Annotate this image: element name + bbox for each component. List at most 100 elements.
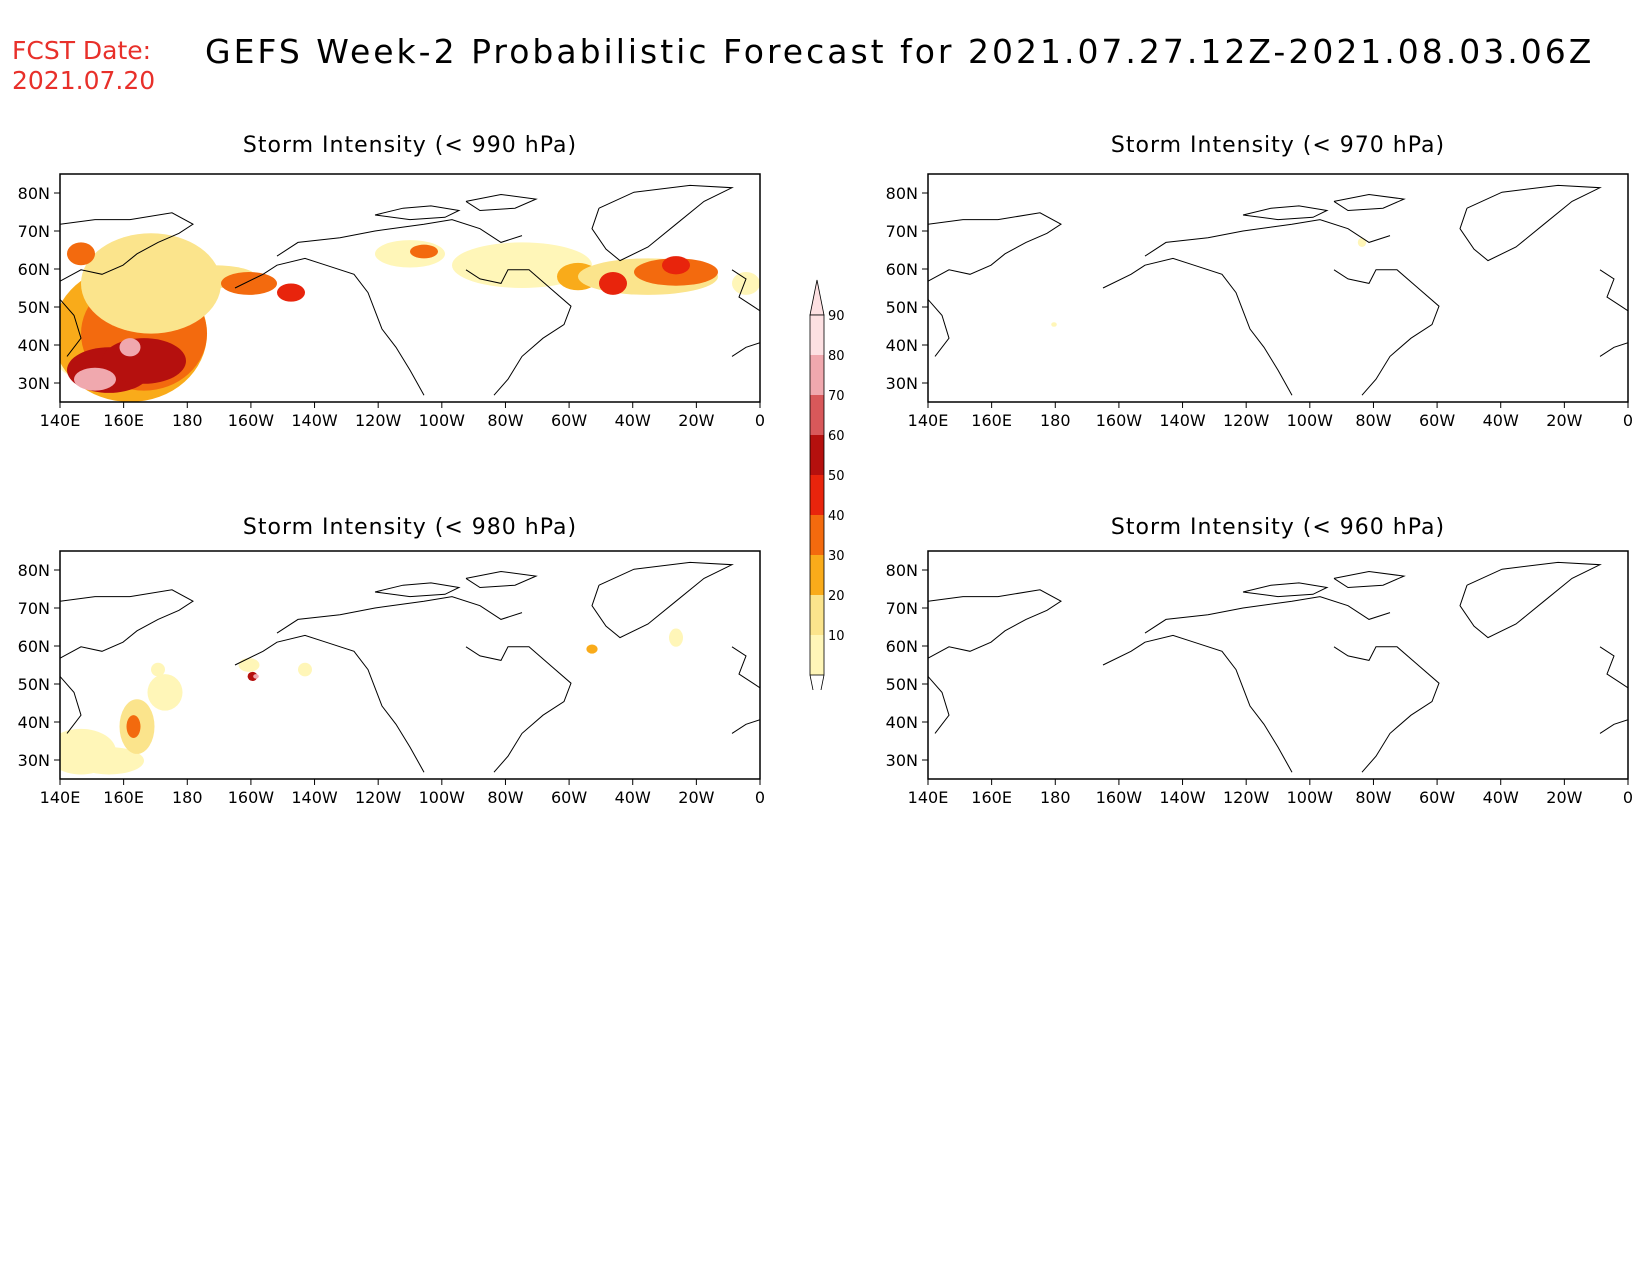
probability-area: [74, 747, 144, 775]
probability-area: [253, 674, 259, 679]
colorbar-label: 30: [828, 549, 845, 564]
lat-tick-label: 50N: [18, 675, 50, 694]
colorbar-segment: [810, 315, 824, 355]
colorbar-label: 10: [828, 629, 845, 644]
map-frame: [927, 550, 1629, 780]
lon-tick-label: 20W: [678, 788, 714, 807]
coastline: [276, 596, 523, 634]
lon-tick-label: 0: [1623, 411, 1633, 430]
colorbar-top-cap: [809, 279, 825, 316]
coastline: [60, 299, 82, 357]
colorbar-label: 60: [828, 429, 845, 444]
lat-tick-label: 70N: [18, 222, 50, 241]
colorbar-label: 50: [828, 469, 845, 484]
lon-tick-label: 160E: [103, 411, 144, 430]
probability-area: [151, 662, 165, 677]
colorbar-segment: [810, 475, 824, 515]
lon-tick-label: 0: [755, 411, 765, 430]
lon-tick-label: 100W: [1287, 411, 1334, 430]
lon-tick-label: 120W: [1223, 788, 1270, 807]
probability-area: [74, 367, 116, 391]
lon-tick-label: 180: [172, 788, 203, 807]
lon-tick-label: 140W: [291, 411, 338, 430]
lon-tick-label: 100W: [1287, 788, 1334, 807]
probability-shading: [60, 233, 760, 402]
coastline: [1102, 257, 1293, 396]
lon-tick-label: 100W: [419, 788, 466, 807]
lon-tick-label: 180: [1040, 411, 1071, 430]
lon-tick-label: 180: [1040, 788, 1071, 807]
coastline: [928, 676, 950, 734]
lat-tick-label: 70N: [886, 599, 918, 618]
colorbar-outline: [809, 314, 825, 676]
colorbar-legend: 10 20 30 40 50 60 70 80 90: [809, 279, 845, 690]
lat-tick-label: 70N: [18, 599, 50, 618]
lat-tick-label: 80N: [886, 184, 918, 203]
colorbar-segment: [810, 555, 824, 595]
lon-tick-label: 80W: [1355, 788, 1391, 807]
lon-tick-label: 160W: [228, 788, 275, 807]
lon-tick-label: 0: [1623, 788, 1633, 807]
coastline: [928, 212, 1062, 282]
probability-area: [298, 662, 312, 677]
lon-tick-label: 120W: [355, 411, 402, 430]
probability-area: [119, 338, 141, 357]
lat-tick-label: 60N: [886, 260, 918, 279]
colorbar-label: 80: [828, 349, 845, 364]
coastline: [374, 582, 461, 598]
lon-tick-label: 80W: [487, 411, 523, 430]
probability-shading: [60, 628, 683, 775]
coastline: [1459, 561, 1602, 639]
lat-tick-label: 70N: [886, 222, 918, 241]
p990-map-content: 140E 160E 180 160W 140W 120W 100W 80W 60W 40W 20W 0…: [18, 173, 765, 430]
lon-tick-label: 160E: [971, 788, 1012, 807]
probability-area: [277, 283, 305, 302]
colorbar-segment: [810, 355, 824, 395]
probability-shading: [1051, 237, 1367, 327]
panel-title-970: Storm Intensity (< 970 hPa): [1110, 133, 1446, 158]
map-panel-970: 140E 160E 180 160W 140W 120W 100W 80W 60W 40W 20W 0…: [886, 173, 1633, 430]
coastline: [465, 570, 538, 589]
coastline: [276, 219, 523, 257]
coastline: [1144, 596, 1391, 634]
coastline: [60, 676, 82, 734]
forecast-date-label: FCST Date: 2021.07.20: [12, 36, 155, 96]
map-background: [60, 551, 760, 779]
lon-tick-label: 140W: [1159, 788, 1206, 807]
map-background: [928, 174, 1628, 402]
lon-tick-label: 100W: [419, 411, 466, 430]
map-panel-990: 140E 160E 180 160W 140W 120W 100W 80W 60W 40W 20W 0…: [18, 173, 765, 430]
lon-tick-label: 160W: [228, 411, 275, 430]
lon-tick-label: 0: [755, 788, 765, 807]
coastlines: [60, 561, 760, 773]
map-background: [928, 551, 1628, 779]
lon-tick-label: 140W: [291, 788, 338, 807]
p960-map-content: 140E 160E 180 160W 140W 120W 100W 80W 60W 40W 20W 0…: [886, 550, 1633, 807]
fcst-label: FCST Date:: [12, 36, 152, 65]
coastlines: [60, 184, 760, 396]
probability-area: [662, 256, 690, 275]
coastline: [1333, 193, 1406, 212]
map-panel-980: 140E 160E 180 160W 140W 120W 100W 80W 60W 40W 20W 0…: [18, 550, 765, 807]
lon-tick-label: 60W: [551, 411, 587, 430]
coastline: [731, 719, 760, 734]
lon-tick-label: 60W: [1419, 411, 1455, 430]
lon-tick-label: 140E: [40, 411, 81, 430]
map-frame: [59, 173, 761, 403]
lon-tick-label: 40W: [1483, 788, 1519, 807]
lat-tick-label: 80N: [18, 184, 50, 203]
colorbar-segment: [810, 435, 824, 475]
colorbar-segment: [810, 595, 824, 635]
lon-tick-label: 40W: [1483, 411, 1519, 430]
lon-tick-label: 140E: [40, 788, 81, 807]
coastline: [60, 212, 194, 282]
coastline: [1333, 646, 1440, 773]
coastlines: [928, 561, 1628, 773]
lon-tick-label: 140E: [908, 411, 949, 430]
coastline: [60, 589, 194, 659]
lon-tick-label: 140E: [908, 788, 949, 807]
probability-area: [126, 715, 141, 738]
coastline: [591, 561, 734, 639]
lat-tick-label: 30N: [886, 374, 918, 393]
coastline: [1599, 342, 1628, 357]
